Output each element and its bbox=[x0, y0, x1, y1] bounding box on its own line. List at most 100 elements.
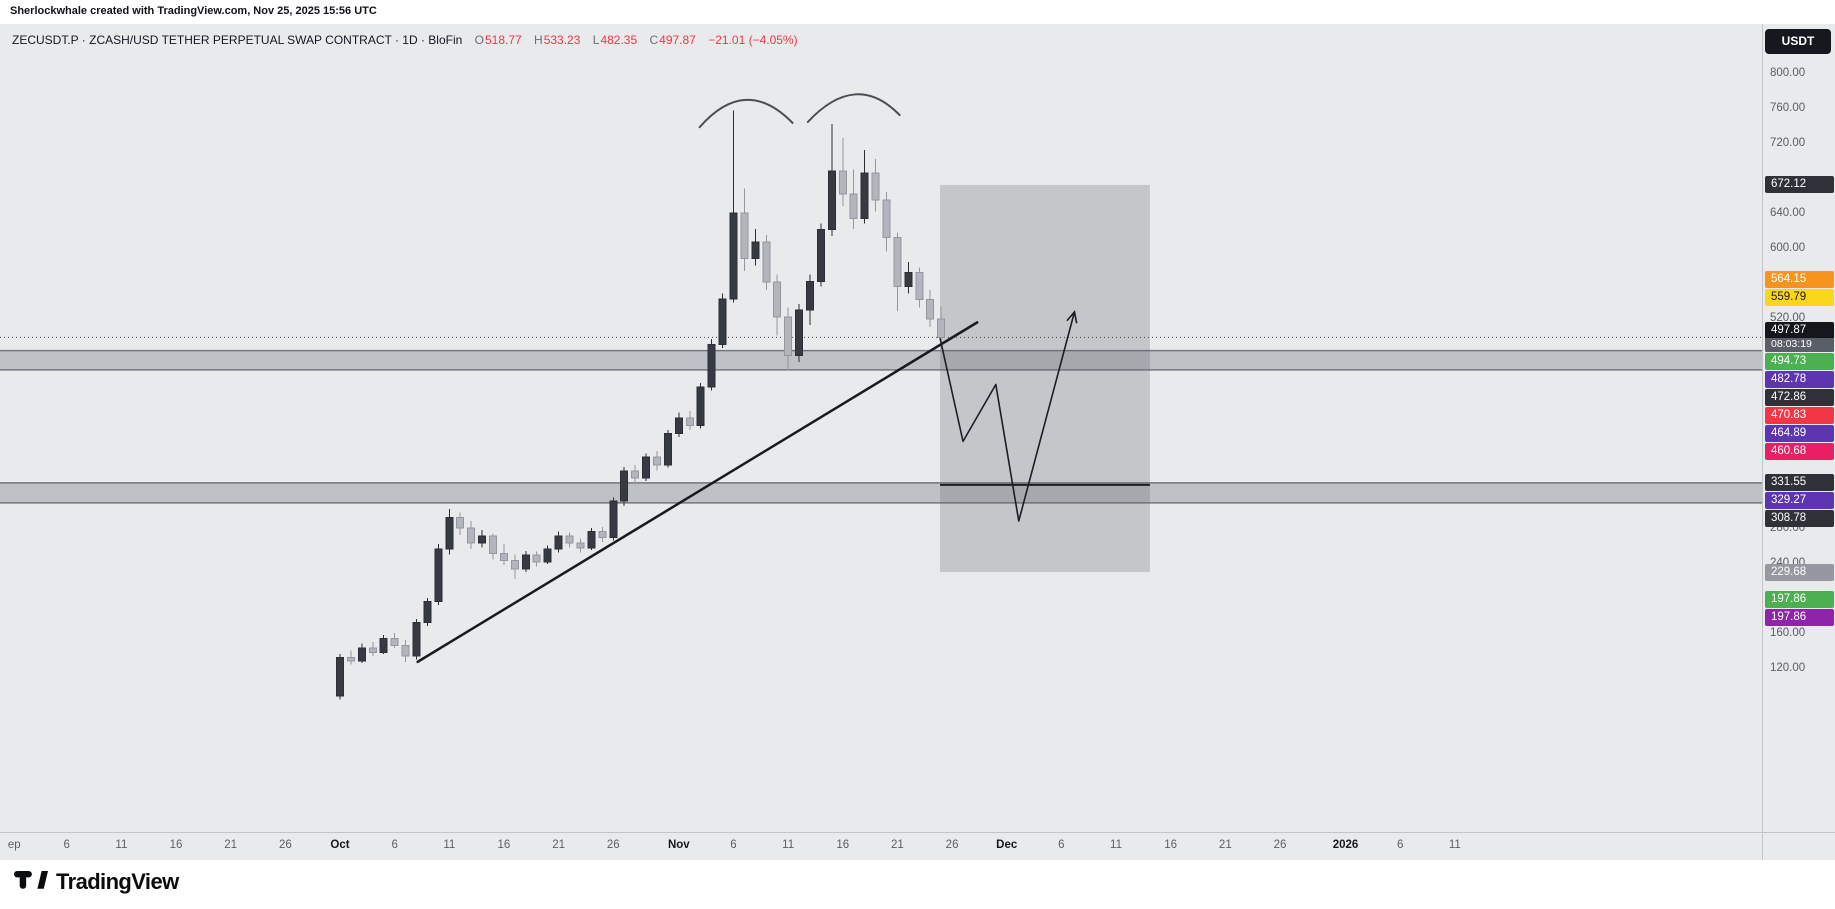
candle-body bbox=[795, 309, 804, 357]
candle-body bbox=[467, 527, 476, 544]
candle-body bbox=[827, 170, 836, 231]
candle-body bbox=[423, 601, 432, 623]
axis-corner-divider bbox=[1762, 832, 1763, 860]
candle-body bbox=[379, 637, 388, 653]
candle-body bbox=[565, 535, 574, 544]
time-tick-label: 26 bbox=[945, 839, 959, 851]
candle-body bbox=[434, 548, 443, 602]
attribution-text: Sherlockwhale created with TradingView.c… bbox=[10, 5, 377, 17]
candle-body bbox=[499, 552, 508, 561]
candle-body bbox=[346, 657, 355, 662]
arc-drawing[interactable] bbox=[806, 93, 901, 123]
price-tick-label: 600.00 bbox=[1770, 242, 1806, 254]
price-level-badge: 197.86 bbox=[1765, 609, 1834, 627]
candle-body bbox=[510, 559, 519, 570]
candle-body bbox=[762, 241, 771, 283]
candle-body bbox=[401, 644, 410, 657]
candle-body bbox=[368, 647, 377, 653]
candle-body bbox=[576, 542, 585, 549]
candle-body bbox=[860, 172, 869, 219]
candle-body bbox=[598, 531, 607, 539]
price-level-badge: 464.89 bbox=[1765, 425, 1834, 443]
candle-body bbox=[587, 531, 596, 549]
candle-body bbox=[926, 299, 935, 320]
candle-body bbox=[642, 456, 651, 479]
time-tick-label: 11 bbox=[443, 839, 456, 851]
chart-region: ZECUSDT.P · ZCASH/USD TETHER PERPETUAL S… bbox=[0, 24, 1835, 860]
time-tick-label: 21 bbox=[552, 839, 565, 851]
currency-toggle-button[interactable]: USDT bbox=[1765, 29, 1831, 54]
time-tick-label: 11 bbox=[1448, 839, 1461, 851]
candle-body bbox=[729, 212, 738, 300]
candle-body bbox=[489, 535, 498, 554]
time-tick-label: 2026 bbox=[1332, 839, 1359, 851]
candle-body bbox=[871, 172, 880, 201]
time-tick-label: 21 bbox=[891, 839, 904, 851]
arrow-head-icon bbox=[1066, 310, 1078, 324]
trendline[interactable] bbox=[416, 321, 979, 664]
candle-body bbox=[773, 281, 782, 318]
bar-close-countdown: 08:03:19 bbox=[1765, 338, 1834, 353]
price-axis[interactable]: USDT 800.00 760.00 720.00 640.00 600.00 520.0… bbox=[1762, 24, 1835, 832]
candle-body bbox=[445, 517, 454, 550]
chart-canvas[interactable] bbox=[0, 24, 1762, 832]
candle-body bbox=[620, 470, 629, 502]
price-tick-label: 800.00 bbox=[1770, 67, 1806, 79]
projection-path[interactable] bbox=[939, 311, 1076, 522]
price-tick-label: 720.00 bbox=[1770, 137, 1806, 149]
change-value: −21.01 (−4.05%) bbox=[708, 33, 798, 47]
price-tick-label: 760.00 bbox=[1770, 102, 1806, 114]
price-level-badge: 564.15 bbox=[1765, 270, 1834, 288]
close-value: 497.87 bbox=[659, 33, 696, 47]
price-tick-label: 640.00 bbox=[1770, 207, 1806, 219]
open-value: 518.77 bbox=[484, 33, 522, 47]
time-tick-label: 26 bbox=[1273, 839, 1287, 851]
tradingview-logo[interactable]: TradingView bbox=[14, 869, 179, 895]
time-tick-label: 21 bbox=[1218, 839, 1232, 851]
price-tick-label: 160.00 bbox=[1770, 627, 1806, 639]
candle-body bbox=[718, 298, 727, 345]
time-tick-label: 11 bbox=[115, 839, 128, 851]
candle-body bbox=[674, 417, 683, 434]
time-tick-label: 6 bbox=[391, 839, 398, 851]
candle-body bbox=[696, 386, 705, 427]
time-tick-label: 16 bbox=[1164, 839, 1178, 851]
candle-body bbox=[652, 456, 661, 466]
time-axis[interactable]: ep 6 11 16 21 26 Oct 6 11 16 21 26 Nov 6 11 16 21 26 Dec 6 1… bbox=[0, 832, 1835, 860]
price-level-badge: 229.68 bbox=[1765, 563, 1834, 581]
low-value: 482.35 bbox=[600, 33, 638, 47]
tradingview-logo-icon bbox=[14, 870, 48, 889]
time-tick-label: 26 bbox=[606, 839, 620, 851]
close-label: C bbox=[649, 33, 659, 47]
time-tick-label: Dec bbox=[996, 839, 1018, 851]
arc-drawing[interactable] bbox=[698, 98, 794, 129]
candle-body bbox=[893, 237, 902, 287]
price-level-badge: 559.79 bbox=[1765, 288, 1834, 306]
candle-body bbox=[816, 229, 825, 282]
high-label: H bbox=[534, 33, 543, 47]
price-level-badge: 197.86 bbox=[1765, 591, 1834, 609]
symbol-title[interactable]: ZECUSDT.P · ZCASH/USD TETHER PERPETUAL S… bbox=[12, 33, 463, 47]
time-tick-label: 11 bbox=[1110, 839, 1122, 851]
candle-body bbox=[554, 535, 563, 550]
price-tick-label: 520.00 bbox=[1770, 312, 1806, 324]
price-level-badge: 308.78 bbox=[1765, 510, 1834, 528]
time-tick-label: 6 bbox=[63, 839, 70, 851]
current-price-value: 497.87 bbox=[1771, 324, 1807, 337]
candle-body bbox=[478, 535, 487, 544]
candle-body bbox=[838, 170, 847, 195]
candle-body bbox=[456, 517, 465, 529]
candle-body bbox=[937, 318, 946, 338]
tradingview-wordmark: TradingView bbox=[56, 869, 179, 894]
candle-body bbox=[882, 199, 891, 238]
footer: TradingView bbox=[0, 860, 1835, 909]
candle-body bbox=[707, 343, 716, 388]
candle-body bbox=[663, 433, 672, 466]
projection-box[interactable] bbox=[940, 184, 1150, 573]
time-tick-label: 6 bbox=[1397, 839, 1404, 851]
candle-body bbox=[390, 637, 399, 646]
time-tick-label: ep bbox=[7, 839, 21, 851]
price-level-badge: 331.55 bbox=[1765, 474, 1834, 492]
candle-body bbox=[336, 657, 344, 697]
candle-body bbox=[412, 622, 421, 657]
